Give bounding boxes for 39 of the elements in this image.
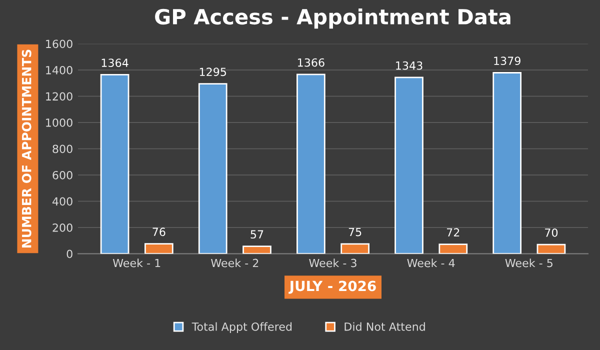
- x-tick-label: Week - 1: [112, 258, 160, 268]
- bar: [340, 243, 370, 254]
- data-label: 1379: [494, 56, 520, 66]
- bar: [536, 244, 566, 254]
- y-tick-label: 800: [52, 144, 72, 154]
- legend-label: Did Not Attend: [344, 322, 425, 331]
- y-tick-label: 0: [66, 250, 72, 258]
- bar: [198, 83, 228, 254]
- y-tick-label: 200: [52, 223, 72, 232]
- y-tick-label: 400: [52, 197, 72, 206]
- data-label: 1364: [102, 58, 128, 68]
- bar: [242, 246, 272, 254]
- data-label: 1343: [396, 61, 422, 70]
- chart-title: GP Access - Appointment Data: [155, 8, 510, 29]
- data-label: 1366: [298, 58, 324, 67]
- data-label: 76: [152, 228, 166, 236]
- bar: [492, 72, 522, 254]
- bar: [100, 74, 130, 254]
- x-tick-label: Week - 3: [309, 258, 356, 268]
- data-label: 57: [250, 230, 264, 239]
- data-label: 1295: [200, 68, 226, 76]
- y-tick-label: 1000: [46, 118, 72, 127]
- legend-label: Total Appt Offered: [192, 322, 292, 333]
- y-tick-label: 1200: [46, 92, 72, 101]
- data-label: 70: [545, 228, 558, 237]
- y-axis-title: NUMBER OF APPOINTMENTS: [22, 50, 32, 248]
- data-label: 75: [348, 228, 362, 236]
- x-tick-label: Week - 5: [505, 258, 552, 268]
- y-tick-label: 1600: [46, 40, 72, 48]
- x-tick-label: Week - 2: [211, 258, 258, 268]
- data-label: 72: [446, 228, 460, 236]
- bar: [394, 76, 424, 254]
- bar: [144, 243, 174, 254]
- x-tick-label: Week - 4: [407, 258, 455, 268]
- x-axis-title: JULY - 2026: [288, 280, 376, 294]
- bar: [296, 74, 326, 254]
- bar: [438, 244, 468, 254]
- y-tick-label: 600: [52, 170, 72, 180]
- y-tick-label: 1400: [46, 66, 72, 74]
